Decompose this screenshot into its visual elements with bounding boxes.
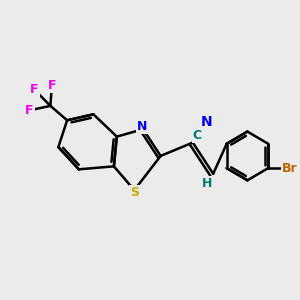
Text: N: N: [201, 115, 213, 129]
Text: S: S: [130, 186, 140, 199]
Text: F: F: [30, 83, 39, 96]
Text: Br: Br: [282, 162, 298, 175]
Text: H: H: [202, 177, 213, 190]
Text: C: C: [193, 129, 202, 142]
Text: F: F: [25, 104, 34, 117]
Text: N: N: [137, 120, 148, 133]
Text: F: F: [48, 79, 56, 92]
